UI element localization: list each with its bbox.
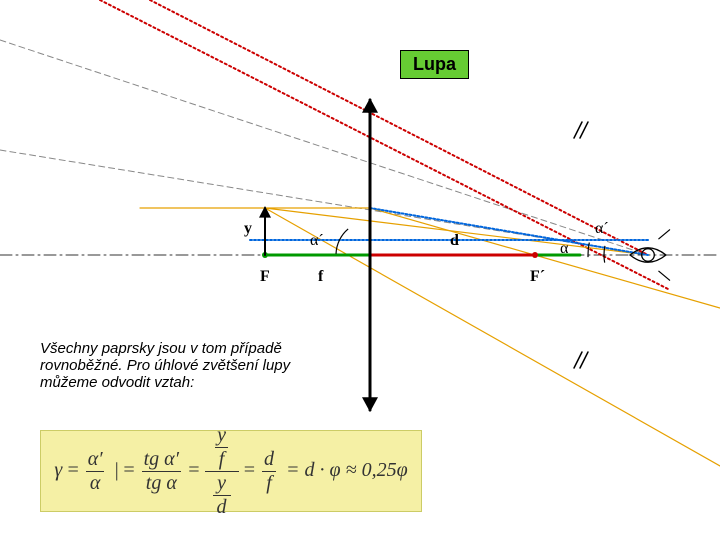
label-F: F <box>260 268 270 286</box>
label-F-prime: F´ <box>530 268 545 286</box>
label-alpha-prime-1: α´ <box>310 232 324 250</box>
formula-box: γ=α′α|=tg α′tg α=yfyd=df= d · φ ≈ 0,25φ <box>40 430 422 512</box>
title-box: Lupa <box>400 50 469 79</box>
explanation-paragraph: Všechny paprsky jsou v tom případě rovno… <box>40 340 300 391</box>
label-f: f <box>318 268 323 286</box>
label-alpha-prime-2: α´ <box>595 220 609 238</box>
label-alpha: α <box>560 240 568 258</box>
label-y: y <box>244 220 252 238</box>
label-d: d <box>450 232 459 250</box>
